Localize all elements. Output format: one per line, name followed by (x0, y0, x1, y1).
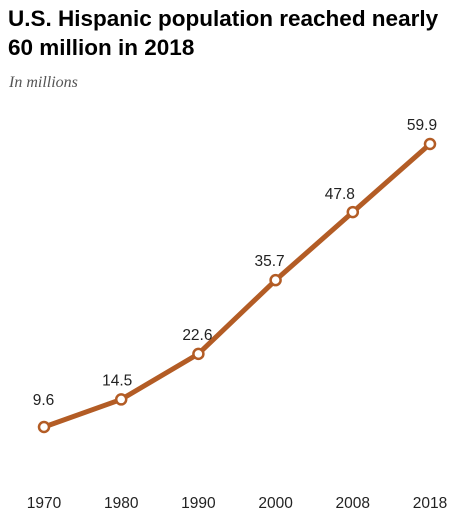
chart-subtitle: In millions (9, 74, 78, 91)
data-point-2018 (423, 137, 437, 151)
x-tick-1970: 1970 (27, 495, 62, 512)
chart-title: U.S. Hispanic population reached nearly … (8, 6, 439, 60)
data-label-2018: 59.9 (407, 117, 437, 134)
series-line (41, 141, 433, 430)
x-tick-1990: 1990 (181, 495, 216, 512)
data-label-1970: 9.6 (33, 392, 55, 409)
data-point-2000 (269, 273, 282, 287)
x-axis-tick-layer: 1970 1980 1990 2000 2008 2018 (27, 495, 447, 512)
data-label-2000: 35.7 (255, 253, 285, 270)
data-label-1980: 14.5 (102, 372, 132, 389)
x-tick-2000: 2000 (258, 495, 293, 512)
data-label-2008: 47.8 (325, 186, 355, 203)
data-label-layer: 9.6 14.5 22.6 35.7 47.8 59.9 (33, 117, 437, 409)
data-label-1990: 22.6 (182, 327, 212, 344)
data-point-2008 (346, 205, 360, 219)
x-tick-2018: 2018 (413, 495, 447, 512)
series-layer (37, 137, 437, 434)
data-point-1970 (37, 420, 51, 434)
data-point-1990 (192, 347, 205, 361)
x-tick-1980: 1980 (104, 495, 139, 512)
x-tick-2008: 2008 (336, 495, 370, 512)
data-point-1980 (114, 393, 128, 406)
